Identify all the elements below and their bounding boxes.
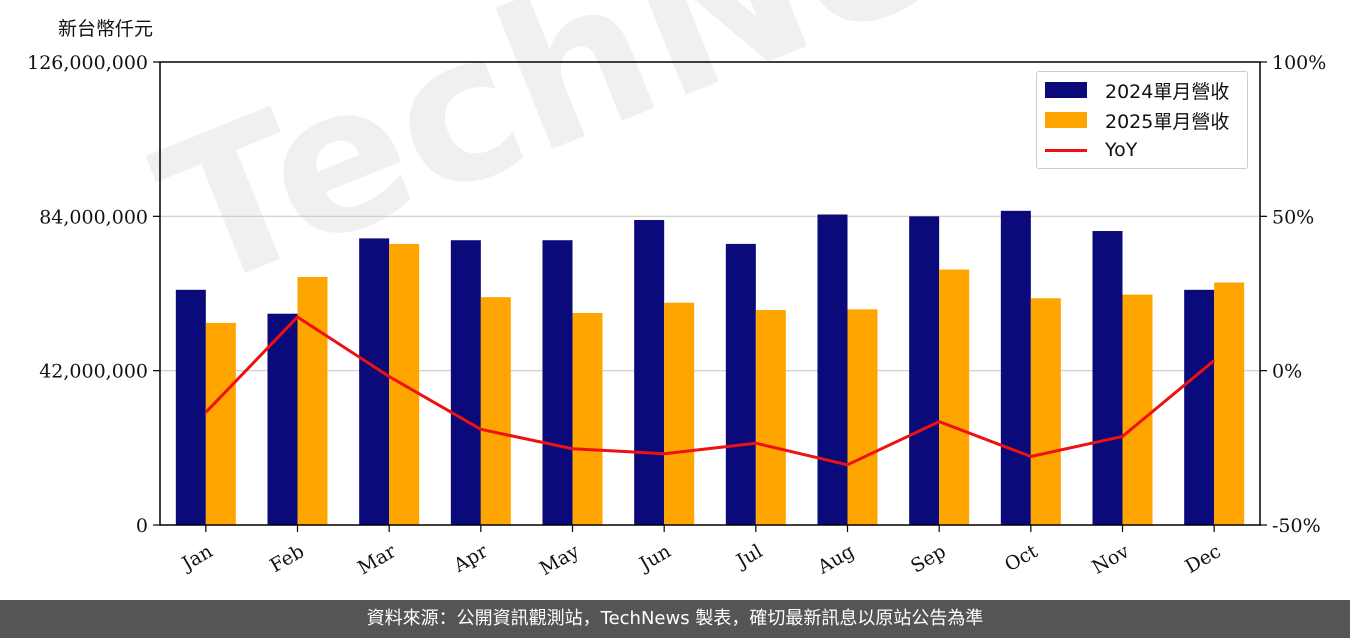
yoy-line-group	[204, 315, 1216, 467]
yoy-line	[204, 315, 1216, 467]
bar-2025-jul	[755, 310, 786, 525]
y2-tick-label: 0%	[1272, 361, 1302, 383]
legend-swatch-yoy	[1045, 148, 1087, 152]
x-tick-label-may: May	[536, 540, 583, 580]
x-tick-label-feb: Feb	[266, 540, 308, 577]
bar-2025-apr	[480, 297, 511, 525]
legend-item-2025: 2025單月營收	[1045, 108, 1230, 133]
bar-2024-jul	[725, 243, 756, 525]
legend-label-2024: 2024單月營收	[1105, 80, 1230, 103]
bar-2025-feb	[297, 276, 328, 525]
x-tick-label-nov: Nov	[1088, 540, 1133, 579]
bar-2025-oct	[1030, 298, 1061, 525]
bar-2024-mar	[359, 238, 390, 525]
legend-item-2024: 2024單月營收	[1045, 78, 1230, 103]
bar-2024-oct	[1000, 210, 1031, 526]
y2-tick-label: 100%	[1272, 52, 1326, 74]
y-tick-label: 126,000,000	[27, 52, 148, 74]
x-tick-label-oct: Oct	[1001, 540, 1042, 576]
x-tick-label-mar: Mar	[354, 540, 400, 579]
x-tick-label-apr: Apr	[449, 540, 492, 577]
legend-label-2025: 2025單月營收	[1105, 110, 1230, 133]
bar-2025-aug	[847, 309, 878, 525]
bar-2024-apr	[450, 240, 481, 525]
legend-item-yoy: YoY	[1045, 138, 1137, 162]
grid-lines	[160, 215, 1260, 372]
y-tick-label: 0	[136, 515, 148, 537]
legend-label-yoy: YoY	[1105, 139, 1138, 161]
bar-2024-sep	[909, 216, 940, 526]
x-tick-label-jan: Jan	[177, 540, 217, 576]
x-tick-label-jun: Jun	[634, 540, 675, 576]
x-tick-label-jul: Jul	[731, 540, 766, 573]
bar-2025-dec	[1214, 282, 1245, 525]
bar-2025-jan	[205, 322, 236, 525]
y-axis-unit-label: 新台幣仟元	[58, 18, 154, 40]
bar-2024-jan	[175, 289, 206, 525]
footer-source: 資料來源：公開資訊觀測站，TechNews 製表，確切最新訊息以原站公告為準	[0, 600, 1350, 638]
legend-swatch-2025	[1045, 112, 1087, 128]
legend-swatch-2024	[1045, 82, 1087, 98]
y-tick-label: 42,000,000	[39, 361, 148, 383]
revenue-chart: 0 42,000,000 84,000,000 126,000,000 -50% 0% 50…	[27, 52, 1326, 580]
bar-2024-aug	[817, 214, 848, 525]
bar-2025-jun	[664, 302, 695, 525]
bar-2024-feb	[267, 313, 298, 525]
x-tick-label-dec: Dec	[1182, 540, 1225, 578]
bar-2025-sep	[939, 269, 970, 525]
bar-2024-may	[542, 240, 573, 525]
bar-2024-jun	[634, 220, 665, 525]
y-tick-label: 84,000,000	[39, 206, 148, 228]
bar-2024-dec	[1184, 289, 1215, 525]
plot-frame	[159, 61, 1261, 526]
bar-2025-nov	[1122, 294, 1153, 525]
y2-tick-label: -50%	[1272, 515, 1321, 537]
x-tick-label-sep: Sep	[907, 540, 950, 577]
y2-tick-label: 50%	[1272, 206, 1314, 228]
x-tick-label-aug: Aug	[813, 540, 858, 579]
bars	[175, 210, 1245, 526]
bar-2024-nov	[1092, 231, 1123, 526]
bar-2025-may	[572, 312, 603, 525]
legend: 2024單月營收 2025單月營收 YoY	[1036, 71, 1248, 169]
